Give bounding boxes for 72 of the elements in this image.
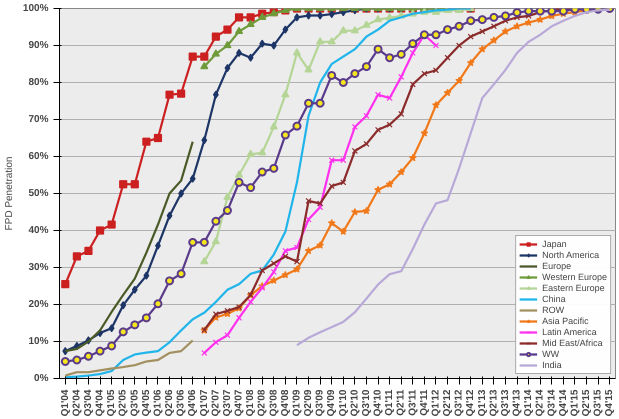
y-tick-label: 50% xyxy=(28,188,49,199)
y-tick-label: 10% xyxy=(28,336,49,347)
x-tick-label: Q3'12 xyxy=(454,389,465,416)
x-tick-label: Q1'12 xyxy=(430,389,442,416)
legend-label: India xyxy=(542,360,562,370)
legend-label: Mid East/Africa xyxy=(542,338,603,348)
x-tick-label: Q3'13 xyxy=(500,389,511,416)
y-axis-title: FPD Penetration xyxy=(4,156,15,230)
x-tick-label: Q4'09 xyxy=(326,389,338,416)
x-tick-label: Q1'13 xyxy=(476,389,488,416)
x-tick-label: Q3'11 xyxy=(407,389,418,416)
x-tick-label: Q4'15 xyxy=(604,389,616,416)
x-tick-label: Q3'14 xyxy=(546,389,558,416)
y-tick-label: 90% xyxy=(28,40,49,51)
legend-label: ROW xyxy=(542,305,564,315)
legend-label: China xyxy=(542,294,566,304)
x-tick-label: Q3'07 xyxy=(222,389,233,416)
x-tick-label: Q3'15 xyxy=(592,389,604,416)
legend-label: Europe xyxy=(542,261,572,271)
x-tick-label: Q1'11 xyxy=(384,389,396,416)
x-tick-label: Q1'10 xyxy=(338,389,349,416)
x-tick-label: Q1'07 xyxy=(198,389,210,416)
x-tick-label: Q4'13 xyxy=(512,389,523,416)
legend-label: Eastern Europe xyxy=(542,283,605,293)
x-tick-label: Q2'11 xyxy=(396,389,407,416)
x-tick-label: Q2'15 xyxy=(581,389,592,416)
x-tick-label: Q4'12 xyxy=(465,389,476,416)
x-tick-label: Q1'14 xyxy=(523,389,534,416)
legend-label: Asia Pacific xyxy=(542,316,589,326)
x-tick-label: Q1'05 xyxy=(106,389,118,416)
x-tick-label: Q3'04 xyxy=(82,389,94,416)
x-tick-label: Q2'10 xyxy=(349,389,360,416)
x-tick-label: Q3'05 xyxy=(129,389,140,416)
legend-label: Japan xyxy=(542,239,567,249)
legend-label: Western Europe xyxy=(542,272,607,282)
x-tick-label: Q1'09 xyxy=(291,389,302,416)
x-tick-label: Q1'06 xyxy=(152,389,164,416)
x-tick-label: Q2'08 xyxy=(256,389,268,416)
x-tick-label: Q3'09 xyxy=(314,389,326,416)
x-tick-label: Q2'04 xyxy=(71,389,82,416)
legend-label: WW xyxy=(542,349,560,359)
y-tick-label: 100% xyxy=(22,3,49,14)
x-tick-label: Q4'04 xyxy=(94,389,106,416)
x-tick-label: Q4'06 xyxy=(187,389,198,416)
x-tick-label: Q2'14 xyxy=(534,389,546,416)
y-tick-label: 20% xyxy=(28,299,49,310)
legend-label: North America xyxy=(542,250,600,260)
y-tick-label: 80% xyxy=(28,77,49,88)
x-tick-label: Q1'08 xyxy=(245,389,256,416)
x-tick-label: Q4'08 xyxy=(280,389,291,416)
x-tick-label: Q2'07 xyxy=(210,389,222,416)
y-tick-label: 40% xyxy=(28,225,49,236)
x-tick-label: Q2'09 xyxy=(303,389,314,416)
y-tick-label: 60% xyxy=(28,151,49,162)
y-tick-label: 70% xyxy=(28,114,49,125)
x-tick-label: Q4'07 xyxy=(234,389,245,416)
y-tick-label: 0% xyxy=(34,373,49,384)
x-tick-label: Q2'12 xyxy=(442,389,454,416)
x-tick-label: Q2'06 xyxy=(164,389,176,416)
x-tick-label: Q4'10 xyxy=(372,389,384,416)
x-tick-label: Q2'13 xyxy=(488,389,500,416)
x-tick-label: Q1'15 xyxy=(569,389,580,416)
x-tick-label: Q3'08 xyxy=(268,389,280,416)
x-tick-label: Q1'04 xyxy=(60,389,71,416)
y-tick-label: 30% xyxy=(28,262,49,273)
x-tick-label: Q4'11 xyxy=(418,389,430,416)
x-tick-label: Q3'06 xyxy=(176,389,187,416)
x-tick-label: Q4'14 xyxy=(558,389,569,416)
x-tick-label: Q4'05 xyxy=(140,389,152,416)
x-tick-label: Q3'10 xyxy=(360,389,372,416)
legend-label: Latin America xyxy=(542,327,597,337)
x-tick-label: Q2'05 xyxy=(118,389,129,416)
